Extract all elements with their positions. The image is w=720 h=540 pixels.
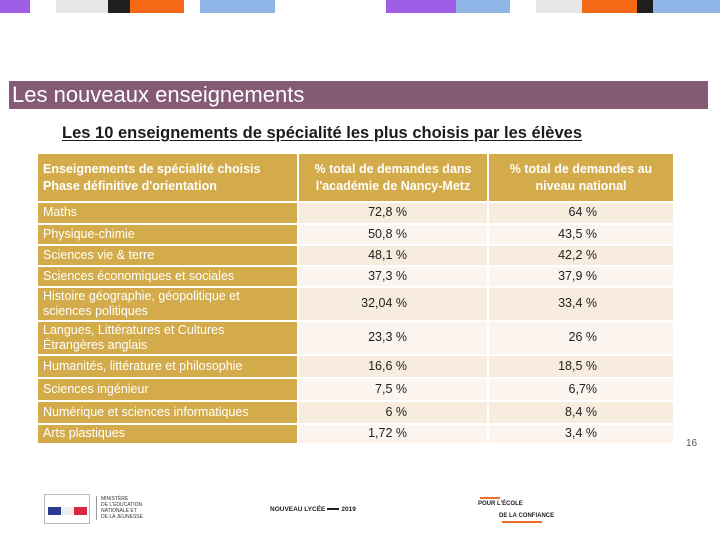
table-row: Histoire géographie, géopolitique et sci… <box>38 287 675 322</box>
strip-seg-grey <box>56 0 108 13</box>
cell-subject: Maths <box>38 202 299 225</box>
strip-seg-blue-3 <box>653 0 720 13</box>
top-color-strip <box>0 0 720 13</box>
cell-national: 3,4 % <box>488 424 675 445</box>
table-header-row: Enseignements de spécialité choisis Phas… <box>38 154 675 203</box>
cell-national: 37,9 % <box>488 266 675 288</box>
cell-subject: Physique-chimie <box>38 224 299 246</box>
cell-subject: Histoire géographie, géopolitique et sci… <box>38 287 299 322</box>
cell-academy: 6 % <box>298 401 489 425</box>
cell-national: 26 % <box>488 321 675 356</box>
page-number: 16 <box>686 438 698 449</box>
slide-title: Les nouveaux enseignements <box>9 81 708 109</box>
header-national: % total de demandes au niveau national <box>488 154 675 203</box>
strip-seg-blue <box>200 0 275 13</box>
cell-national: 42,2 % <box>488 245 675 267</box>
table-row: Langues, Littératures et Cultures Étrang… <box>38 321 675 356</box>
cell-national: 43,5 % <box>488 224 675 246</box>
table-row: Maths 72,8 % 64 % <box>38 202 675 225</box>
cell-national: 18,5 % <box>488 355 675 379</box>
cell-academy: 48,1 % <box>298 245 489 267</box>
ministry-text: MINISTÈRE DE L'ÉDUCATION NATIONALE ET DE… <box>96 496 156 520</box>
table-row: Arts plastiques 1,72 % 3,4 % <box>38 424 675 445</box>
cell-national: 8,4 % <box>488 401 675 425</box>
cell-subject: Langues, Littératures et Cultures Étrang… <box>38 321 299 356</box>
cell-academy: 37,3 % <box>298 266 489 288</box>
cell-subject: Numérique et sciences informatiques <box>38 401 299 425</box>
strip-seg-grey-2 <box>536 0 582 13</box>
cell-subject: Arts plastiques <box>38 424 299 445</box>
cell-academy: 23,3 % <box>298 321 489 356</box>
cell-national: 6,7% <box>488 378 675 402</box>
cell-academy: 16,6 % <box>298 355 489 379</box>
ministry-logo: MINISTÈRE DE L'ÉDUCATION NATIONALE ET DE… <box>44 494 154 528</box>
header-academy: % total de demandes dans l'académie de N… <box>298 154 489 203</box>
cell-subject: Sciences économiques et sociales <box>38 266 299 288</box>
republique-francaise-flag-icon <box>44 494 90 524</box>
cell-national: 64 % <box>488 202 675 225</box>
cell-academy: 72,8 % <box>298 202 489 225</box>
strip-seg-blue-2 <box>456 0 510 13</box>
cell-academy: 1,72 % <box>298 424 489 445</box>
table-row: Physique-chimie 50,8 % 43,5 % <box>38 224 675 246</box>
strip-seg-black <box>108 0 130 13</box>
ecole-confiance-logo: POUR L'ÉCOLE DE LA CONFIANCE <box>478 497 554 523</box>
cell-subject: Humanités, littérature et philosophie <box>38 355 299 379</box>
strip-seg-black-2 <box>637 0 653 13</box>
strip-seg-purple <box>0 0 30 13</box>
cell-academy: 32,04 % <box>298 287 489 322</box>
cell-academy: 50,8 % <box>298 224 489 246</box>
cell-national: 33,4 % <box>488 287 675 322</box>
strip-seg-orange-2 <box>582 0 637 13</box>
cell-subject: Sciences vie & terre <box>38 245 299 267</box>
strip-seg-orange <box>130 0 184 13</box>
table-row: Sciences vie & terre 48,1 % 42,2 % <box>38 245 675 267</box>
table-row: Sciences économiques et sociales 37,3 % … <box>38 266 675 288</box>
table-row: Numérique et sciences informatiques 6 % … <box>38 401 675 425</box>
nouveau-lycee-logo: NOUVEAU LYCÉE 2019 <box>270 506 356 513</box>
header-subject: Enseignements de spécialité choisis Phas… <box>38 154 299 203</box>
cell-subject: Sciences ingénieur <box>38 378 299 402</box>
specialty-table: Enseignements de spécialité choisis Phas… <box>38 154 675 445</box>
table-title: Les 10 enseignements de spécialité les p… <box>62 124 583 142</box>
strip-seg-purple-2 <box>386 0 456 13</box>
cell-academy: 7,5 % <box>298 378 489 402</box>
table-row: Humanités, littérature et philosophie 16… <box>38 355 675 379</box>
table-row: Sciences ingénieur 7,5 % 6,7% <box>38 378 675 402</box>
